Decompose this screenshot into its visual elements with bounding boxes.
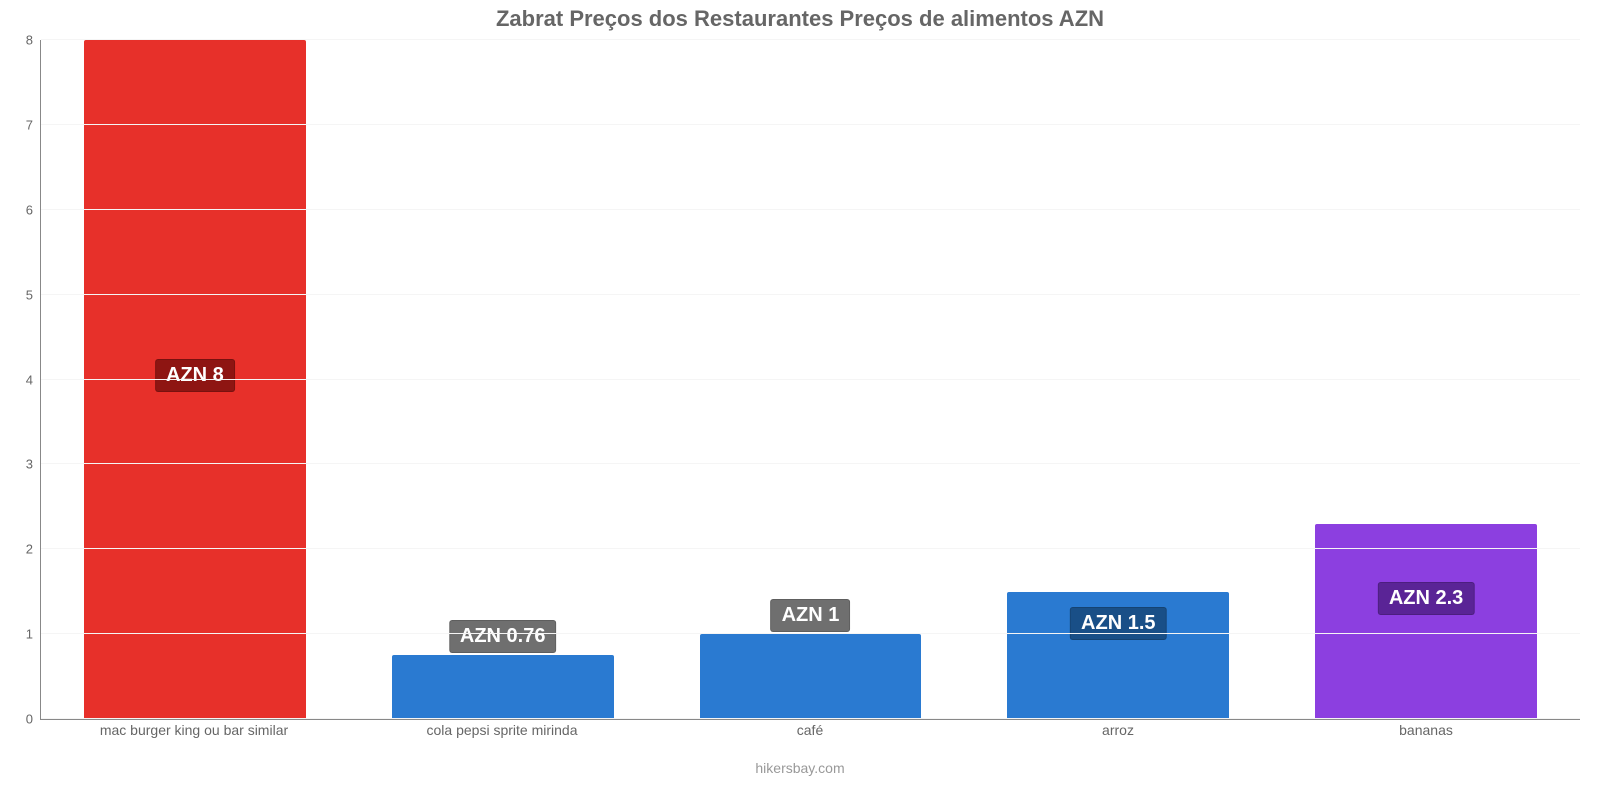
x-axis-label: bananas <box>1272 722 1580 738</box>
ytick-label: 7 <box>26 117 41 132</box>
x-axis-label: arroz <box>964 722 1272 738</box>
value-badge: AZN 1.5 <box>1070 607 1166 640</box>
gridline <box>41 294 1580 295</box>
bar: AZN 0.76 <box>392 655 614 720</box>
chart-footer: hikersbay.com <box>0 760 1600 776</box>
chart-title: Zabrat Preços dos Restaurantes Preços de… <box>0 6 1600 32</box>
x-axis-label: café <box>656 722 964 738</box>
x-axis-labels: mac burger king ou bar similarcola pepsi… <box>40 722 1580 738</box>
gridline <box>41 633 1580 634</box>
ytick-label: 6 <box>26 202 41 217</box>
x-axis-label: cola pepsi sprite mirinda <box>348 722 656 738</box>
value-badge: AZN 1 <box>771 599 851 632</box>
gridline <box>41 124 1580 125</box>
bar-slot: AZN 0.76 <box>349 40 657 719</box>
gridline <box>41 209 1580 210</box>
value-badge: AZN 0.76 <box>449 620 557 653</box>
gridline <box>41 718 1580 719</box>
gridline <box>41 379 1580 380</box>
value-badge: AZN 2.3 <box>1378 582 1474 615</box>
plot-area: AZN 8AZN 0.76AZN 1AZN 1.5AZN 2.3 0123456… <box>40 40 1580 720</box>
value-badge: AZN 8 <box>155 359 235 392</box>
bar: AZN 1 <box>700 634 922 719</box>
x-axis-label: mac burger king ou bar similar <box>40 722 348 738</box>
ytick-label: 2 <box>26 542 41 557</box>
ytick-label: 4 <box>26 372 41 387</box>
ytick-label: 3 <box>26 457 41 472</box>
ytick-label: 8 <box>26 33 41 48</box>
bar-slot: AZN 2.3 <box>1272 40 1580 719</box>
bar: AZN 1.5 <box>1007 592 1229 719</box>
bar: AZN 8 <box>84 40 306 719</box>
ytick-label: 5 <box>26 287 41 302</box>
bar-slot: AZN 1.5 <box>964 40 1272 719</box>
gridline <box>41 39 1580 40</box>
gridline <box>41 548 1580 549</box>
ytick-label: 0 <box>26 712 41 727</box>
bars-row: AZN 8 AZN 0.76 AZN 1 AZN 1.5 AZN 2.3 <box>41 40 1580 719</box>
gridline <box>41 463 1580 464</box>
bar-slot: AZN 1 <box>657 40 965 719</box>
chart-container: Zabrat Preços dos Restaurantes Preços de… <box>0 0 1600 800</box>
bar-slot: AZN 8 <box>41 40 349 719</box>
bar: AZN 2.3 <box>1315 524 1537 719</box>
ytick-label: 1 <box>26 627 41 642</box>
